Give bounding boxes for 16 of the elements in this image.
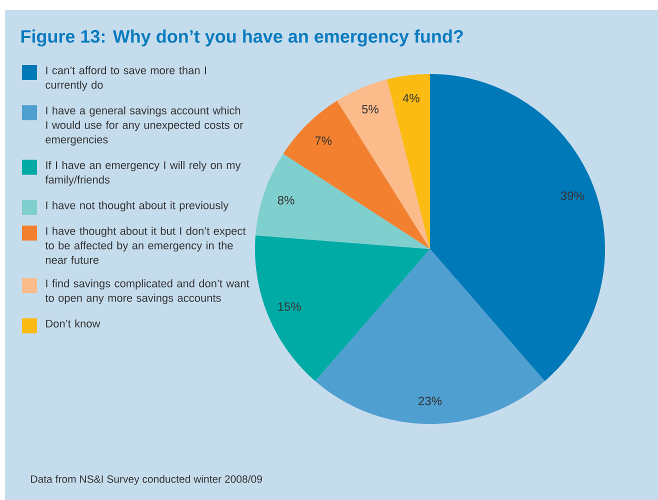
legend-label: I have not thought about it previously	[46, 201, 229, 212]
data-label: 8%	[278, 196, 294, 204]
data-label: 5%	[362, 105, 378, 114]
legend-label: Don’t know	[46, 319, 100, 328]
data-label: 39%	[560, 192, 584, 200]
legend-label: I have a general savings account which I would use for any unexpected costs or emergencies	[46, 106, 244, 146]
chart-title: Figure 13: Why don’t you have an emergency fund?	[21, 30, 463, 46]
data-label: 7%	[315, 136, 332, 145]
text: Data from NS&I Survey conducted winter 2008/09	[31, 475, 262, 485]
legend-label: I find savings complicated and don’t want to open any more savings accounts	[45, 279, 250, 304]
data-label: 4%	[402, 94, 420, 102]
data-label: 23%	[418, 396, 442, 406]
legend-label: If I have an emergency I will rely on my family/friends	[45, 161, 241, 186]
legend-label: I have thought about it but I don’t expect to be affected by an emergency in the near future	[45, 226, 246, 264]
data-label: 15%	[278, 302, 301, 311]
legend-label: I can’t afford to save more than I currently do	[46, 66, 206, 91]
